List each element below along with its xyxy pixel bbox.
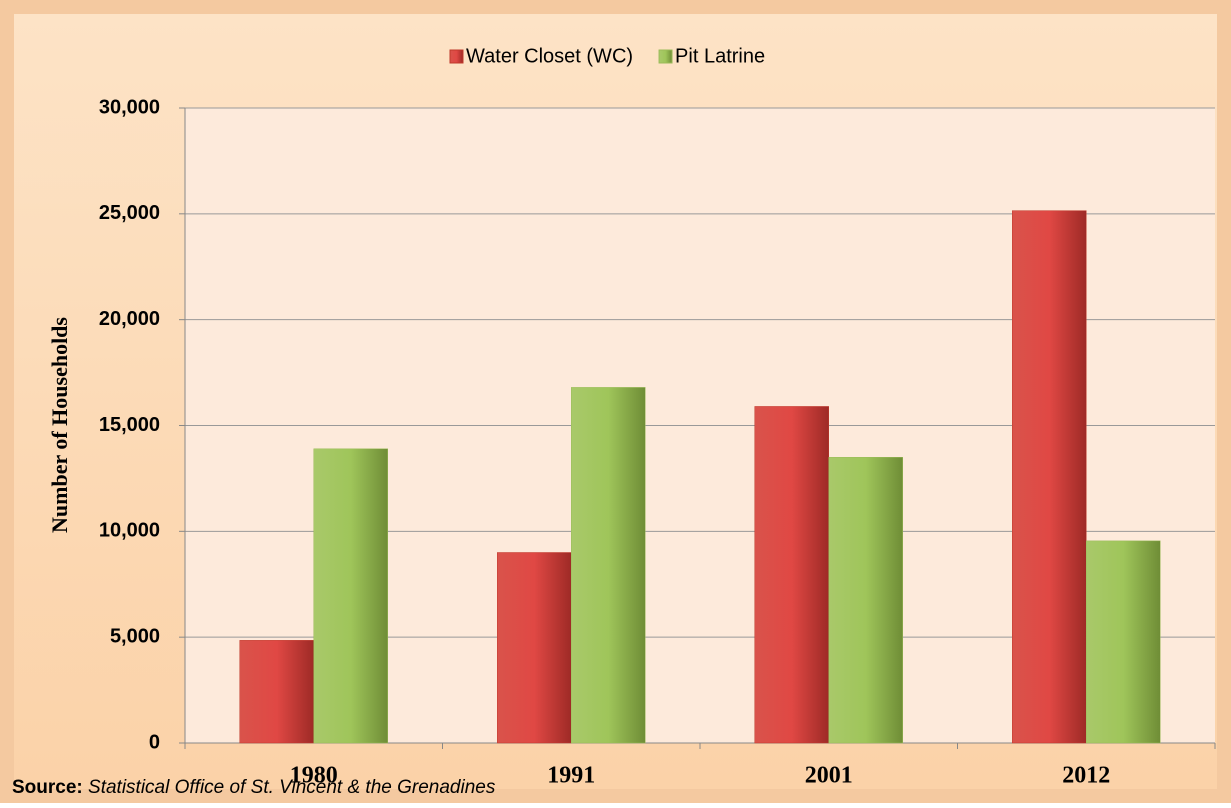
legend-swatch: [658, 49, 673, 64]
x-tick-label: 2012: [1062, 763, 1110, 789]
legend-label: Pit Latrine: [675, 45, 765, 67]
y-axis-title: Number of Households: [47, 317, 72, 533]
x-tick-label: 2001: [805, 763, 853, 789]
bar: [828, 457, 903, 744]
bar: [497, 552, 572, 744]
source: Source: Statistical Office of St. Vincen…: [12, 777, 496, 798]
y-tick-label: 15,000: [99, 414, 160, 436]
legend: Water Closet (WC) Pit Latrine: [449, 45, 765, 67]
bar: [1086, 540, 1161, 744]
bar: [313, 448, 388, 744]
x-tick-label: 1991: [547, 763, 595, 789]
source-label: Source:: [12, 777, 83, 798]
x-tick-label: 1980: [290, 763, 338, 789]
y-tick-label: 30,000: [99, 96, 160, 118]
bar: [754, 406, 829, 744]
legend-swatch: [449, 49, 464, 64]
bar: [571, 387, 646, 744]
y-tick-label: 10,000: [99, 520, 160, 542]
source-text: Statistical Office of St. Vincent & the …: [88, 777, 496, 798]
y-tick-label: 5,000: [110, 625, 160, 647]
y-tick-label: 0: [149, 731, 160, 753]
y-tick-label: 20,000: [99, 308, 160, 330]
bar: [1012, 210, 1087, 744]
legend-label: Water Closet (WC): [466, 45, 633, 67]
bar: [239, 640, 314, 744]
y-tick-label: 25,000: [99, 202, 160, 224]
